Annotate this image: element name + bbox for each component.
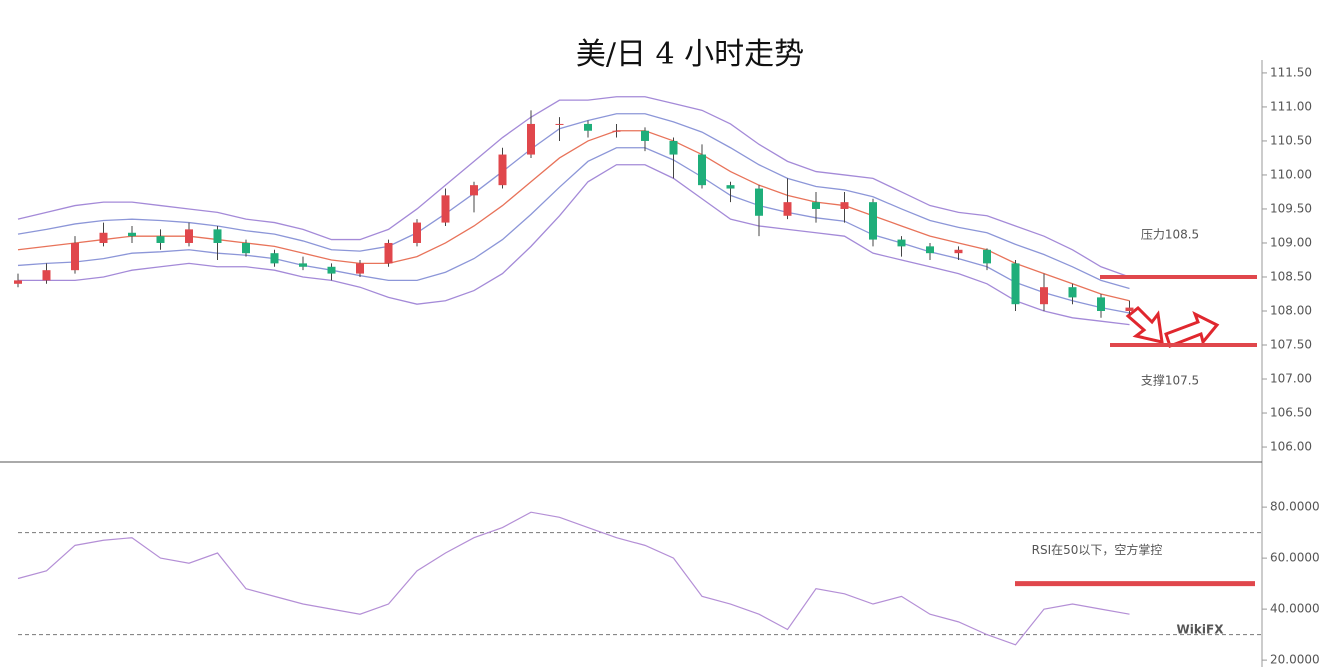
candle-body bbox=[669, 140, 678, 155]
candle-body bbox=[926, 246, 934, 254]
candle-body bbox=[413, 222, 421, 243]
level-label: RSI在50以下，空方掌控 bbox=[1032, 542, 1163, 557]
y-tick-label: 107.00 bbox=[1270, 372, 1312, 386]
candle-body bbox=[1097, 297, 1105, 311]
y-tick-label: 109.50 bbox=[1270, 201, 1312, 215]
candle-body bbox=[869, 202, 877, 240]
y-tick-label: 60.0000 bbox=[1270, 551, 1320, 565]
y-tick-label: 106.50 bbox=[1270, 406, 1312, 420]
y-tick-label: 109.00 bbox=[1270, 235, 1312, 249]
arrow-down bbox=[1125, 305, 1164, 344]
candle-body bbox=[213, 229, 222, 243]
candle-body bbox=[698, 154, 706, 186]
candle-body bbox=[983, 249, 991, 264]
candle-body bbox=[897, 239, 906, 247]
candle-body bbox=[42, 270, 51, 281]
y-tick-label: 110.50 bbox=[1270, 133, 1312, 147]
candle-body bbox=[783, 202, 792, 216]
candle-body bbox=[384, 242, 393, 264]
y-tick-label: 106.00 bbox=[1270, 440, 1312, 454]
y-tick-label: 108.50 bbox=[1270, 269, 1312, 283]
y-tick-label: 40.0000 bbox=[1270, 602, 1320, 616]
y-tick-label: 111.50 bbox=[1270, 65, 1312, 79]
candle-body bbox=[840, 202, 849, 209]
candle-body bbox=[156, 236, 165, 243]
candle-body bbox=[185, 229, 193, 243]
candle-body bbox=[1040, 287, 1048, 305]
band-line bbox=[18, 164, 1130, 326]
candle-body bbox=[1125, 307, 1134, 311]
candle-body bbox=[14, 280, 22, 284]
candle-body bbox=[242, 242, 250, 254]
candle-body bbox=[270, 253, 279, 264]
candle-body bbox=[1011, 263, 1020, 305]
candle-body bbox=[356, 263, 364, 274]
candle-body bbox=[555, 123, 564, 125]
y-tick-label: 107.50 bbox=[1270, 338, 1312, 352]
y-tick-label: 111.00 bbox=[1270, 99, 1312, 113]
candle-body bbox=[726, 185, 735, 189]
candle-body bbox=[71, 242, 79, 271]
level-label: 压力108.5 bbox=[1141, 227, 1199, 241]
candle-body bbox=[498, 154, 507, 186]
rsi-line bbox=[17, 511, 1130, 646]
band-line bbox=[17, 96, 1130, 278]
candle-body bbox=[612, 130, 621, 132]
chart-title: 美/日 4 小时走势 bbox=[576, 37, 804, 72]
candle-body bbox=[128, 232, 136, 237]
candle-body bbox=[812, 202, 820, 209]
candle-body bbox=[755, 188, 763, 216]
band-line bbox=[17, 113, 1130, 290]
watermark: WikiFX bbox=[1177, 623, 1225, 637]
level-label: 支撑107.5 bbox=[1141, 373, 1199, 388]
candle-body bbox=[470, 185, 478, 196]
candle-body bbox=[527, 123, 535, 155]
candle-body bbox=[327, 266, 336, 274]
y-tick-label: 80.0000 bbox=[1270, 500, 1320, 514]
candle-body bbox=[584, 123, 592, 131]
y-tick-label: 110.00 bbox=[1270, 167, 1312, 181]
candle-body bbox=[99, 232, 108, 243]
candle-body bbox=[954, 249, 963, 254]
band-line bbox=[17, 147, 1130, 314]
candle-body bbox=[641, 130, 649, 141]
y-tick-label: 108.00 bbox=[1270, 303, 1312, 317]
candle-body bbox=[441, 195, 450, 223]
y-tick-label: 20.0000 bbox=[1270, 653, 1320, 667]
arrows bbox=[1125, 305, 1220, 348]
band-line bbox=[17, 130, 1130, 302]
candle-body bbox=[1068, 287, 1077, 298]
candle-body bbox=[299, 263, 307, 267]
